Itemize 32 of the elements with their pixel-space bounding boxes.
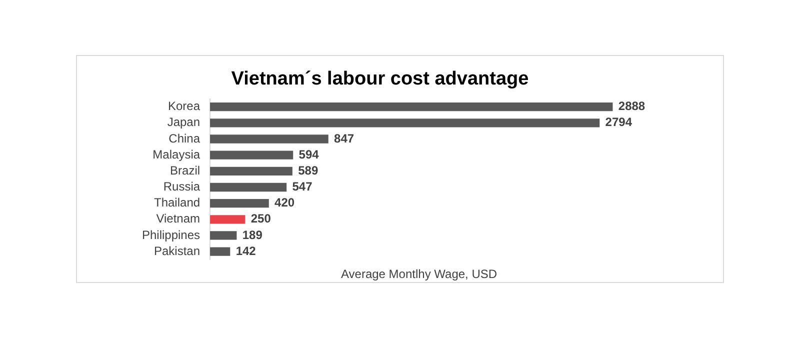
- bar: [210, 166, 292, 176]
- data-label: 547: [292, 180, 313, 194]
- y-tick-label: Korea: [168, 99, 200, 114]
- chart-title: Vietnam´s labour cost advantage: [231, 68, 529, 90]
- y-tick-label: Thailand: [154, 196, 200, 210]
- y-tick-label: Malaysia: [152, 147, 200, 162]
- data-label: 420: [274, 196, 295, 210]
- bar: [210, 198, 269, 208]
- y-tick-label: Pakistan: [154, 244, 200, 258]
- bar: [210, 231, 237, 240]
- bar: [210, 134, 328, 144]
- bar: [210, 118, 600, 128]
- y-tick-label: Brazil: [170, 163, 200, 178]
- bar: [210, 102, 613, 112]
- data-label: 589: [298, 163, 318, 178]
- y-tick-label: Philippines: [142, 228, 200, 242]
- data-label: 142: [236, 244, 256, 258]
- data-label: 594: [298, 147, 320, 162]
- bar: [210, 215, 246, 224]
- bar: [210, 247, 230, 256]
- bar: [210, 150, 294, 160]
- data-label: 189: [242, 228, 263, 242]
- bar: [210, 182, 287, 192]
- y-tick-label: Russia: [163, 180, 200, 194]
- data-label: 250: [250, 212, 272, 226]
- x-axis-title: Average Montlhy Wage, USD: [340, 267, 498, 282]
- y-tick-label: Japan: [167, 115, 200, 130]
- data-label: 2794: [605, 115, 632, 130]
- data-label: 847: [334, 131, 354, 146]
- y-tick-label: China: [168, 131, 200, 146]
- data-label: 2888: [618, 99, 646, 114]
- y-tick-label: Vietnam: [156, 212, 200, 226]
